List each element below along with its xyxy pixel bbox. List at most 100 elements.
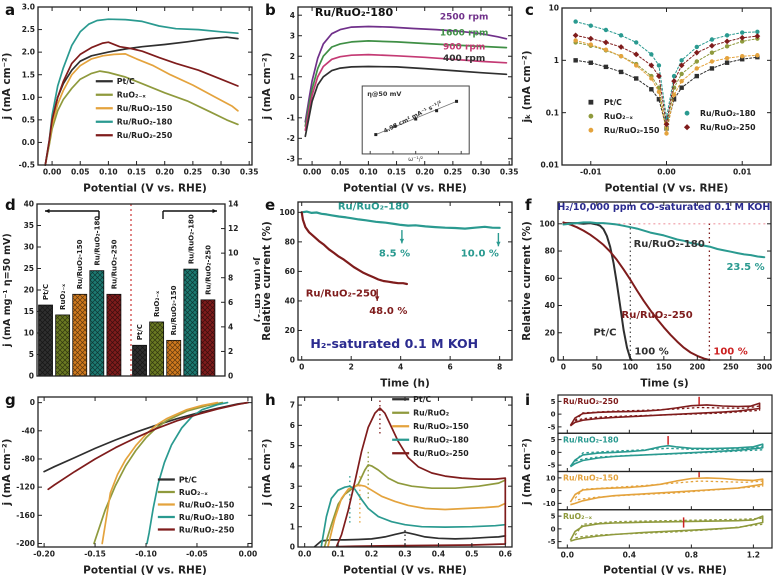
y-tick-label: 20 — [285, 326, 295, 335]
marker-circle — [709, 50, 715, 55]
x-tick-label: 0.5 — [465, 550, 478, 559]
curve-Ru/RuO₂-150 — [327, 484, 507, 547]
panel-letter-a: a — [5, 1, 16, 19]
x-tick-label: -0.10 — [135, 550, 157, 559]
marker-diamond — [709, 42, 715, 49]
y-tick-label: 2.0 — [22, 48, 35, 57]
annotation: 400 rpm — [443, 54, 485, 64]
marker-square — [588, 99, 594, 105]
bar-hatch — [183, 269, 198, 376]
x-tick-label: 0.05 — [71, 168, 90, 177]
right-tick-label: 14 — [228, 200, 238, 209]
marker-diamond — [724, 38, 730, 45]
y-tick-label: 3 — [290, 31, 295, 40]
bar-hatch — [132, 345, 147, 376]
axes-frame — [37, 396, 253, 548]
x-axis-label: Potential (V vs. RHE) — [343, 565, 467, 577]
x-tick-label: 0.0 — [561, 551, 574, 560]
x-axis-label: Time (s) — [640, 378, 688, 390]
panel-letter-i: i — [525, 391, 531, 409]
marker-diamond — [754, 33, 761, 40]
marker-circle — [694, 66, 699, 71]
y-tick-label: 1.0 — [22, 93, 35, 102]
axes-frame — [557, 201, 772, 361]
sub-panel-label: RuO₂₋ₓ — [563, 512, 593, 521]
y-tick-label: 0 — [551, 487, 556, 495]
marker-circle — [634, 40, 639, 45]
axes-frame — [297, 201, 513, 361]
arrow-head — [399, 238, 405, 244]
marker-diamond — [587, 35, 594, 42]
y-tick-label: 3.0 — [22, 3, 35, 12]
x-tick-label: -0.01 — [580, 168, 602, 177]
panel-letter-e: e — [265, 196, 276, 214]
y-tick-label: 0 — [551, 411, 556, 419]
marker-circle — [724, 33, 730, 38]
marker-diamond — [739, 34, 746, 41]
bar-hatch — [55, 314, 70, 376]
marker-circle — [709, 37, 715, 42]
annotation: 8.5 % — [379, 249, 410, 260]
x-axis-label: Time (h) — [380, 378, 430, 390]
sub-panel-label: Ru/RuO₂-180 — [563, 435, 619, 444]
x-tick-label: 0.00 — [303, 168, 322, 177]
x-tick-label: 0.25 — [444, 168, 463, 177]
annotation: 100 % — [634, 347, 668, 358]
panel-c: c -0.01 0.00 0.01 0.01 0.1 1 10 Potential (V vs… — [520, 0, 779, 195]
legend-label: Ru/RuO₂-250 — [700, 123, 756, 132]
bar-hatch — [166, 340, 181, 376]
y-axis-label: j (mA cm⁻²) — [261, 439, 273, 507]
y-axis-label: j (mA cm⁻²) — [521, 438, 533, 506]
y-tick-label: 5 — [551, 436, 556, 444]
marker-diamond — [693, 49, 700, 56]
y-tick-label: -3 — [287, 154, 295, 163]
legend-label: Ru/RuO₂-150 — [117, 104, 173, 113]
x-tick-label: 0.35 — [240, 168, 259, 177]
x-axis-label: Potential (V vs. RHE) — [605, 183, 729, 195]
y-tick-label: 5 — [551, 398, 556, 406]
legend-label: Pt/C — [179, 475, 197, 484]
curve-Pt/C — [44, 36, 239, 166]
marker-circle — [671, 73, 677, 79]
arrow-head — [374, 296, 380, 301]
left-tick-label: 35 — [24, 221, 34, 230]
y-axis-label: j (mA cm⁻²) — [1, 439, 13, 507]
axes-frame — [297, 6, 513, 166]
legend-label: Ru/RuO₂-150 — [604, 126, 660, 135]
annotation: 23.5 % — [726, 262, 764, 273]
bar-category-label: Ru/RuO₂-150 — [76, 239, 84, 289]
x-tick-label: 0.6 — [499, 550, 512, 559]
x-axis-label: Potential (V vs. RHE) — [83, 565, 207, 577]
y-tick-label: 40 — [545, 301, 555, 310]
axes-frame — [561, 7, 772, 166]
left-tick-label: 0 — [29, 372, 34, 381]
legend-label: Ru/RuO₂-250 — [179, 525, 235, 534]
marker-circle — [588, 23, 593, 28]
inset-point — [414, 117, 418, 121]
legend-label: Ru/RuO₂-250 — [413, 449, 469, 458]
y-tick-label: 0 — [290, 356, 295, 365]
x-axis-label: Potential (V vs. RHE) — [83, 183, 207, 195]
marker-square — [724, 60, 730, 65]
x-tick-label: 2 — [349, 363, 354, 372]
chart-d: Pt/C RuO₂₋ₓ Ru/RuO₂-150 Ru/RuO₂-180 Ru/RuO₂-… — [2, 200, 260, 381]
curve-RuO₂₋ₓ — [44, 70, 239, 166]
marker-circle — [573, 38, 578, 43]
y-tick-label: 0.01 — [540, 161, 559, 170]
legend-label: Ru/RuO₂-150 — [179, 500, 235, 509]
marker-circle — [755, 29, 760, 35]
marker-circle — [649, 52, 654, 57]
left-tick-label: 40 — [24, 200, 34, 209]
y-tick-label: 0 — [551, 525, 556, 533]
y-tick-label: 1 — [554, 56, 559, 65]
annotation: H₂/10,000 ppm CO-saturated 0.1 M KOH — [557, 202, 770, 213]
y-tick-label: -1 — [287, 113, 295, 122]
panel-g: g -0.20 -0.15 -0.10 -0.05 0.00 0 -40 -80 -120 -16… — [0, 390, 260, 577]
left-tick-label: 25 — [24, 264, 34, 273]
marker-diamond — [603, 39, 609, 46]
x-tick-label: 0.01 — [733, 168, 752, 177]
marker-circle — [724, 55, 730, 61]
curve-Ru/RuO₂-150 — [101, 401, 219, 545]
marker-circle — [618, 53, 624, 59]
